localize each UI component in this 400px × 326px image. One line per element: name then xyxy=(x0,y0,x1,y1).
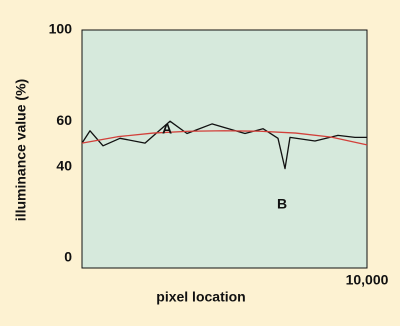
y-tick-label: 0 xyxy=(64,249,72,265)
series-line xyxy=(81,120,367,170)
y-tick-label: 40 xyxy=(56,158,72,174)
plot-area xyxy=(81,29,368,269)
annotation: B xyxy=(277,196,287,212)
y-tick-label: 100 xyxy=(49,21,73,37)
annotation: A xyxy=(162,121,172,137)
y-tick-label: 60 xyxy=(56,112,72,128)
y-axis-label: illuminance value (%) xyxy=(13,79,29,221)
series-line xyxy=(81,130,368,146)
x-axis-label: pixel location xyxy=(156,289,245,305)
x-tick-label: 10,000 xyxy=(346,272,389,288)
